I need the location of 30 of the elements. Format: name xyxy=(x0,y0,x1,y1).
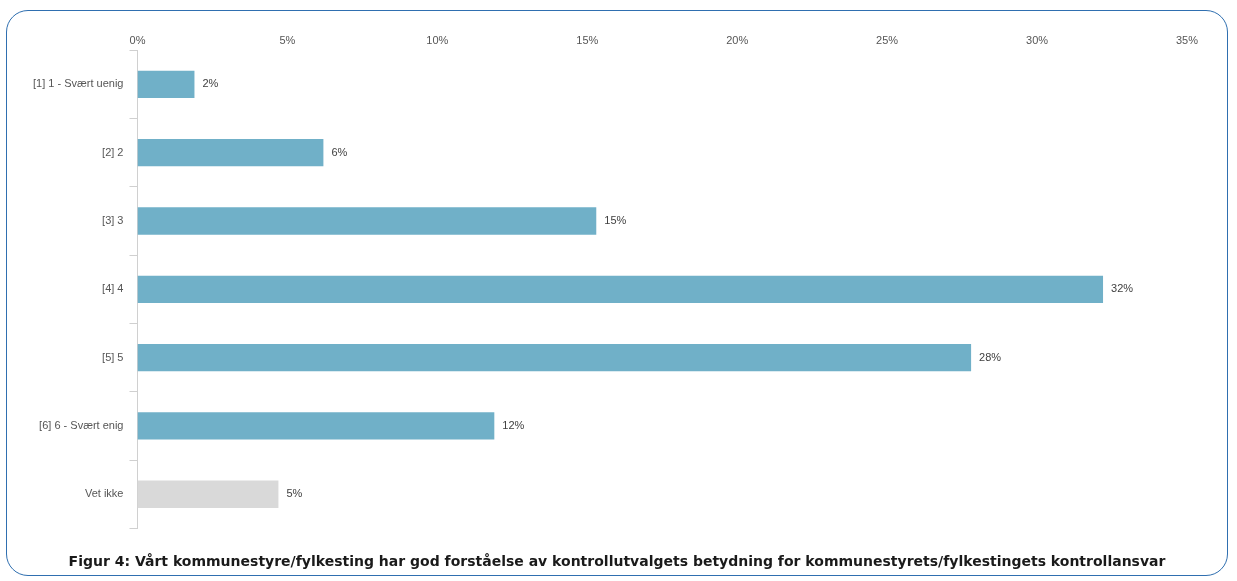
bar xyxy=(137,343,972,372)
data-label: 15% xyxy=(604,214,627,227)
bar xyxy=(137,412,495,440)
data-label: 32% xyxy=(1111,282,1134,295)
bar xyxy=(137,207,597,235)
x-tick-label: 30% xyxy=(1026,33,1049,46)
data-label: 2% xyxy=(202,77,219,90)
bar xyxy=(137,139,324,167)
bar xyxy=(137,480,279,508)
x-tick-label: 10% xyxy=(426,33,449,46)
bar xyxy=(137,275,1104,303)
y-tick-label: Vet ikke xyxy=(84,487,124,500)
x-tick-label: 35% xyxy=(1175,33,1199,46)
data-label: 28% xyxy=(979,350,1002,363)
x-tick-label: 15% xyxy=(576,33,599,46)
x-tick-label: 20% xyxy=(726,33,749,46)
y-tick-label: [2] 2 xyxy=(102,145,124,158)
text: Figur 4: Vårt kommunestyre/fylkesting har god forståelse av kontrollutvalgets betydning for kommunestyrets/fylkestingets kontrollansvar xyxy=(67,553,1167,569)
data-label: 5% xyxy=(286,487,303,500)
y-tick-label: [3] 3 xyxy=(102,214,124,227)
data-label: 12% xyxy=(502,418,525,431)
x-tick-label: 25% xyxy=(876,33,899,46)
y-tick-label: [6] 6 - Svært enig xyxy=(39,418,124,431)
bar xyxy=(137,70,195,99)
x-tick-label: 0% xyxy=(129,33,146,46)
y-tick-label: [1] 1 - Svært uenig xyxy=(32,77,124,90)
x-tick-label: 5% xyxy=(279,33,296,46)
y-tick-label: [5] 5 xyxy=(102,350,124,363)
y-tick-label: [4] 4 xyxy=(102,282,124,295)
data-label: 6% xyxy=(331,145,348,158)
